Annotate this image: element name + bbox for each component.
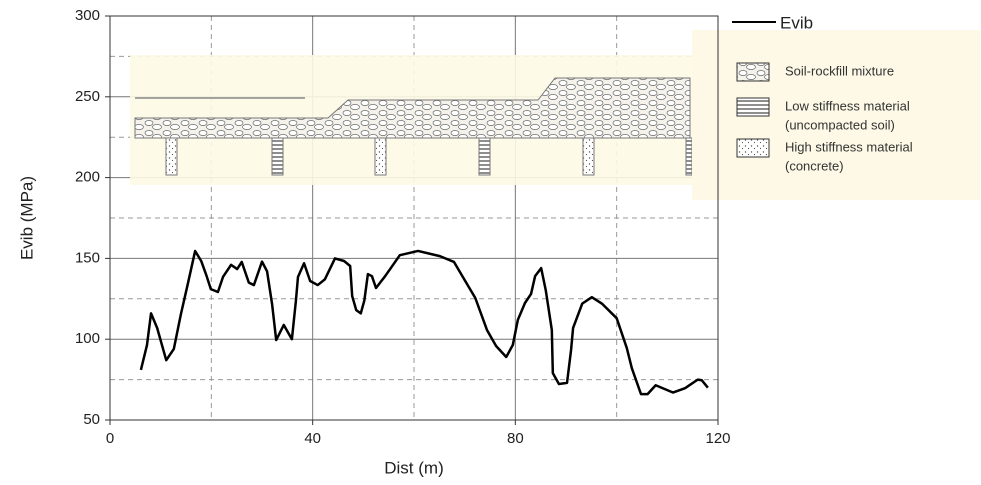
inset-legend-label: High stiffness material bbox=[785, 139, 913, 154]
y-axis-label: Evib (MPa) bbox=[17, 176, 36, 260]
inset-swatch bbox=[736, 97, 770, 117]
y-tick-label: 100 bbox=[75, 330, 100, 347]
x-axis-label: Dist (m) bbox=[384, 458, 443, 477]
inset-pile bbox=[374, 137, 387, 176]
y-tick-label: 250 bbox=[75, 88, 100, 105]
plot-frame bbox=[109, 15, 719, 421]
y-tick-label: 150 bbox=[75, 249, 100, 266]
inset-pile bbox=[271, 137, 284, 176]
inset-pile bbox=[165, 137, 178, 176]
inset-legend-box bbox=[692, 30, 980, 200]
inset-diagram: Soil-rockfill mixture Low stiffness mater… bbox=[130, 30, 980, 200]
inset-swatch bbox=[736, 138, 770, 158]
x-tick-label: 120 bbox=[705, 430, 730, 447]
x-tick-label: 0 bbox=[106, 430, 114, 447]
y-tick-label: 300 bbox=[75, 7, 100, 24]
x-tick-label: 40 bbox=[304, 430, 321, 447]
legend-label: Evib bbox=[780, 13, 813, 32]
x-tick-label: 80 bbox=[507, 430, 524, 447]
y-tick-label: 50 bbox=[83, 411, 100, 428]
data-line bbox=[139, 249, 709, 396]
inset-legend-label: Soil-rockfill mixture bbox=[785, 63, 894, 78]
inset-legend-label: Low stiffness material bbox=[785, 98, 910, 113]
inset-swatch bbox=[736, 62, 770, 82]
inset-pile bbox=[685, 137, 693, 176]
inset-pile bbox=[478, 137, 491, 176]
inset-legend-label: (uncompacted soil) bbox=[785, 117, 895, 132]
y-tick-label: 200 bbox=[75, 169, 100, 186]
inset-pile bbox=[582, 137, 595, 176]
plot: 0 40 80 120 50 100 150 200 250 300 Dist (m) Evib (M… bbox=[17, 7, 813, 478]
inset-legend-label: (concrete) bbox=[785, 158, 844, 173]
inset-layer bbox=[134, 77, 691, 139]
